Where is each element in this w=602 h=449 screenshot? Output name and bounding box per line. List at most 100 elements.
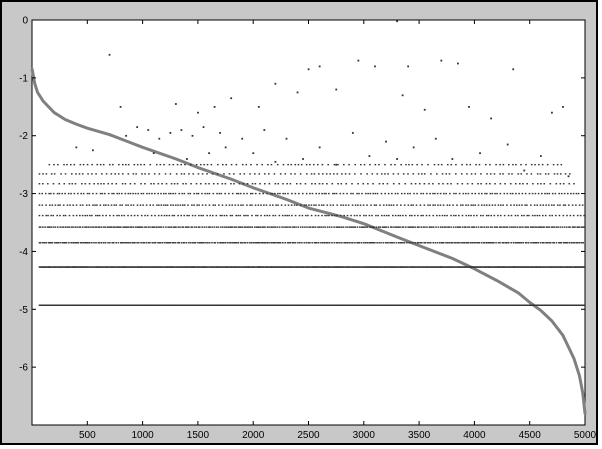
data-point — [356, 214, 358, 217]
data-point — [82, 192, 85, 195]
data-point — [301, 192, 304, 195]
data-point — [268, 214, 271, 217]
data-point — [332, 204, 335, 206]
data-point — [78, 226, 80, 228]
data-point — [175, 173, 178, 175]
data-point — [339, 214, 342, 217]
data-point — [48, 204, 51, 206]
data-point — [361, 226, 364, 228]
data-point — [331, 304, 334, 306]
data-point — [490, 242, 492, 244]
data-point — [541, 266, 543, 268]
data-point — [370, 304, 372, 306]
data-point — [358, 266, 361, 268]
data-point — [350, 226, 352, 228]
data-point — [542, 226, 544, 228]
data-point — [517, 242, 520, 244]
data-point — [453, 304, 456, 306]
data-point — [326, 183, 328, 185]
data-point — [530, 304, 532, 306]
data-point — [248, 304, 250, 306]
data-point — [119, 204, 121, 206]
data-point — [460, 304, 462, 306]
data-point — [263, 129, 266, 131]
data-point — [201, 242, 204, 244]
data-point — [189, 304, 191, 306]
data-point — [441, 304, 444, 306]
data-point — [55, 242, 58, 244]
data-point — [237, 214, 240, 217]
data-point — [65, 226, 67, 228]
data-point — [568, 242, 571, 244]
data-point — [241, 137, 244, 140]
data-point — [221, 214, 223, 217]
data-point — [576, 214, 579, 217]
data-point — [326, 242, 329, 244]
data-point — [102, 163, 105, 166]
data-point — [38, 173, 41, 175]
data-point — [562, 105, 564, 108]
data-point — [471, 183, 474, 185]
data-point — [356, 192, 358, 195]
data-point — [169, 226, 171, 228]
data-point — [330, 304, 333, 306]
data-point — [230, 183, 232, 185]
data-point — [259, 266, 262, 268]
data-point — [182, 304, 184, 306]
data-point — [369, 163, 371, 166]
data-point — [245, 266, 248, 268]
data-point — [192, 304, 194, 306]
data-point — [343, 163, 345, 166]
data-point — [480, 183, 482, 185]
data-point — [391, 226, 393, 228]
data-point — [394, 226, 397, 228]
data-point — [200, 214, 203, 217]
data-point — [335, 163, 338, 166]
data-point — [168, 163, 171, 166]
data-point — [145, 226, 147, 228]
data-point — [386, 242, 389, 244]
data-point — [455, 242, 457, 244]
data-point — [420, 304, 423, 306]
data-point — [93, 266, 96, 268]
data-point — [286, 304, 289, 306]
data-point — [132, 204, 135, 206]
data-point — [299, 266, 302, 268]
data-point — [419, 266, 422, 268]
data-point — [359, 304, 362, 306]
data-point — [478, 163, 481, 166]
data-point — [45, 304, 47, 306]
data-point — [439, 192, 442, 195]
data-point — [281, 266, 283, 268]
data-point — [185, 183, 187, 185]
data-point — [554, 192, 557, 195]
data-point — [58, 183, 61, 185]
data-point — [450, 242, 452, 244]
data-point — [493, 226, 496, 228]
data-point — [428, 304, 431, 306]
data-point — [218, 204, 220, 206]
data-point — [268, 226, 270, 228]
data-point — [238, 226, 241, 228]
data-point — [479, 152, 481, 155]
data-point — [122, 242, 125, 244]
data-point — [259, 304, 262, 306]
data-point — [246, 204, 248, 206]
data-point — [375, 304, 377, 306]
data-point — [122, 226, 124, 228]
data-point — [84, 214, 87, 217]
data-point — [209, 214, 212, 217]
data-point — [578, 304, 581, 306]
data-point — [553, 226, 556, 228]
data-point — [84, 183, 87, 185]
data-point — [573, 304, 576, 306]
data-point — [400, 304, 403, 306]
data-point — [256, 214, 259, 217]
data-point — [148, 192, 151, 195]
data-point — [50, 192, 52, 195]
data-point — [331, 183, 334, 185]
data-point — [501, 266, 503, 268]
data-point — [421, 173, 423, 175]
data-point — [351, 304, 354, 306]
data-point — [331, 242, 333, 244]
